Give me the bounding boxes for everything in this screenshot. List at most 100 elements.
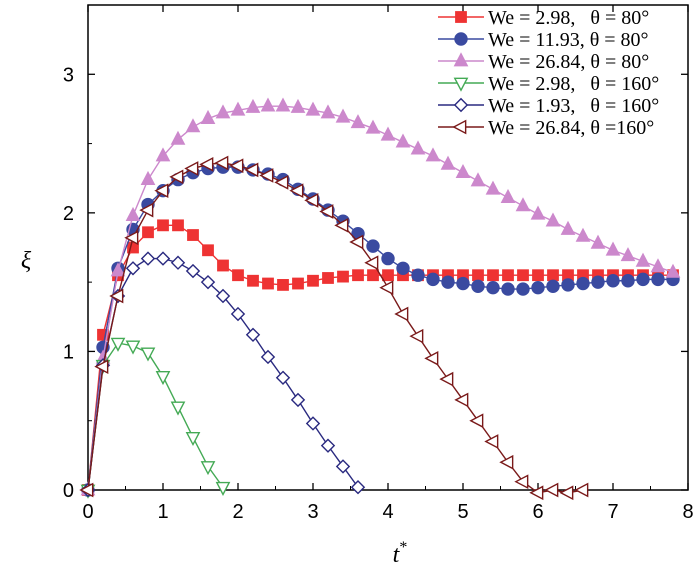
- data-point: [396, 261, 410, 275]
- data-point: [337, 270, 349, 283]
- legend-marker: [453, 97, 469, 113]
- data-point: [605, 241, 621, 256]
- legend-entry: We = 26.84, θ = 80°: [438, 51, 649, 73]
- data-point: [245, 98, 261, 113]
- data-point: [365, 119, 381, 134]
- data-point: [576, 276, 590, 291]
- data-point: [380, 126, 396, 141]
- series-6: [79, 155, 589, 501]
- data-point: [215, 104, 231, 119]
- data-point: [635, 252, 651, 267]
- data-point: [350, 114, 366, 129]
- data-point: [620, 247, 636, 262]
- data-point: [499, 454, 514, 470]
- data-point: [79, 482, 94, 498]
- data-point: [546, 279, 560, 293]
- data-point: [484, 434, 499, 449]
- data-point: [97, 328, 109, 341]
- legend-label: We = 26.84, θ =160°: [488, 117, 654, 139]
- data-point: [487, 269, 499, 282]
- data-point: [335, 459, 351, 474]
- data-point: [304, 193, 319, 208]
- legend-label: We = 1.93, θ = 160°: [488, 95, 659, 117]
- data-point: [185, 263, 201, 279]
- data-point: [411, 268, 425, 282]
- legend: We = 2.98, θ = 80°We = 11.93, θ = 80°We …: [438, 7, 659, 139]
- data-point: [155, 147, 171, 162]
- data-point: [367, 269, 379, 282]
- data-point: [140, 170, 156, 185]
- data-point: [290, 392, 306, 408]
- data-point: [200, 109, 216, 124]
- x-tick-label: 4: [382, 501, 393, 523]
- data-point: [214, 155, 229, 171]
- data-point: [349, 234, 364, 250]
- data-point: [440, 155, 456, 170]
- series-line: [87, 166, 673, 491]
- data-point: [230, 306, 246, 322]
- data-point: [170, 401, 186, 416]
- data-point: [185, 118, 201, 133]
- series-line: [87, 342, 224, 491]
- legend-label: We = 2.98, θ = 80°: [488, 7, 649, 29]
- data-point: [154, 183, 169, 199]
- data-point: [307, 274, 319, 287]
- data-point: [170, 255, 186, 270]
- x-tick-label: 3: [307, 501, 318, 523]
- data-point: [545, 212, 561, 227]
- data-point: [532, 269, 544, 282]
- data-point: [110, 337, 126, 352]
- y-tick-label: 0: [63, 480, 74, 502]
- data-point: [381, 251, 395, 266]
- data-point: [244, 162, 259, 178]
- x-tick-label: 1: [157, 501, 168, 523]
- data-point: [319, 204, 334, 219]
- legend-label: We = 2.98, θ = 160°: [488, 73, 659, 95]
- data-point: [199, 157, 214, 172]
- data-point: [394, 306, 409, 322]
- data-point: [140, 251, 156, 266]
- data-point: [502, 269, 514, 282]
- data-point: [94, 359, 109, 375]
- data-point: [364, 255, 379, 271]
- x-tick-label: 0: [82, 501, 93, 523]
- legend-entry: We = 2.98, θ = 80°: [438, 7, 649, 29]
- data-point: [424, 351, 439, 366]
- data-point: [247, 274, 259, 287]
- data-point: [142, 226, 154, 239]
- data-point: [125, 340, 141, 355]
- data-point: [379, 280, 394, 296]
- data-point: [157, 219, 169, 232]
- data-point: [290, 98, 306, 113]
- y-axis-label: ξ: [21, 248, 32, 274]
- data-point: [109, 288, 124, 304]
- data-point: [590, 234, 606, 249]
- series-5: [80, 251, 366, 498]
- data-point: [185, 431, 201, 447]
- data-point: [591, 275, 605, 289]
- data-point: [516, 282, 530, 296]
- data-point: [426, 272, 440, 287]
- data-point: [200, 274, 216, 290]
- data-point: [454, 392, 469, 408]
- legend-marker: [453, 77, 469, 92]
- data-point: [217, 259, 229, 272]
- data-point: [500, 188, 516, 203]
- x-tick-label: 8: [682, 501, 693, 523]
- series-line: [87, 162, 584, 494]
- data-point: [200, 461, 216, 476]
- data-point: [636, 272, 650, 287]
- legend-marker: [453, 52, 469, 67]
- data-point: [606, 274, 620, 288]
- data-point: [547, 269, 559, 282]
- data-point: [334, 217, 349, 233]
- data-point: [665, 263, 681, 278]
- data-point: [169, 169, 184, 185]
- x-tick-label: 7: [607, 501, 618, 523]
- data-point: [621, 274, 635, 288]
- data-point: [275, 97, 291, 112]
- data-point: [292, 277, 304, 290]
- data-point: [514, 474, 529, 490]
- legend-entry: We = 26.84, θ =160°: [438, 117, 654, 139]
